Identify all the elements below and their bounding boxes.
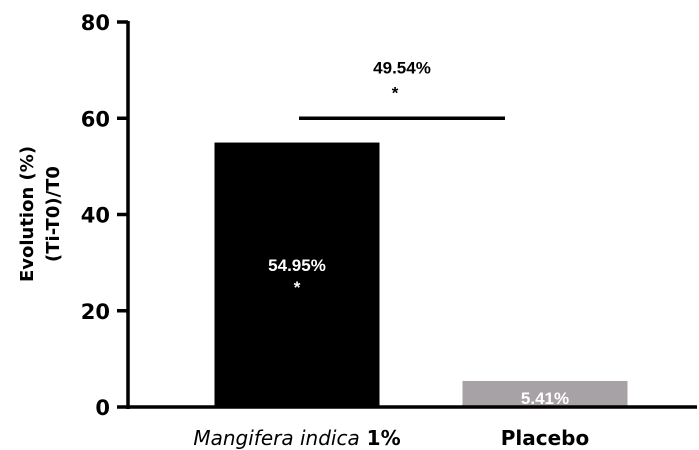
bar <box>462 380 628 407</box>
y-axis-label: Evolution (%) (Ti-T0)/T0 <box>17 146 64 282</box>
bar <box>214 142 380 407</box>
axes <box>126 21 697 409</box>
bar-value-label: 5.41% <box>521 389 569 408</box>
y-axis-label-line-2: (Ti-T0)/T0 <box>43 166 64 262</box>
y-tick-label: 60 <box>81 107 110 131</box>
category-name: Mangifera indica <box>193 426 359 450</box>
y-tick-label: 0 <box>95 396 110 420</box>
y-tick-label: 40 <box>81 204 110 228</box>
category-label: Placebo <box>501 426 590 450</box>
bar-value-label: 54.95% <box>268 256 326 275</box>
category-suffix: 1% <box>360 426 401 450</box>
y-axis-ticks: 0 20 40 60 80 <box>81 11 128 420</box>
y-axis-label-line-1: Evolution (%) <box>17 146 38 282</box>
comparison-annotation: 49.54% * <box>299 58 505 120</box>
comparison-value-label: 49.54% <box>373 58 431 77</box>
x-axis-categories: Mangifera indica 1% Placebo <box>193 426 589 450</box>
category-label: Mangifera indica 1% <box>193 426 400 450</box>
y-tick-label: 20 <box>81 300 110 324</box>
comparison-significance-mark: * <box>392 83 399 102</box>
bars: 54.95% * 5.41% <box>214 142 628 408</box>
significance-mark: * <box>294 278 301 297</box>
y-tick-label: 80 <box>81 11 110 35</box>
